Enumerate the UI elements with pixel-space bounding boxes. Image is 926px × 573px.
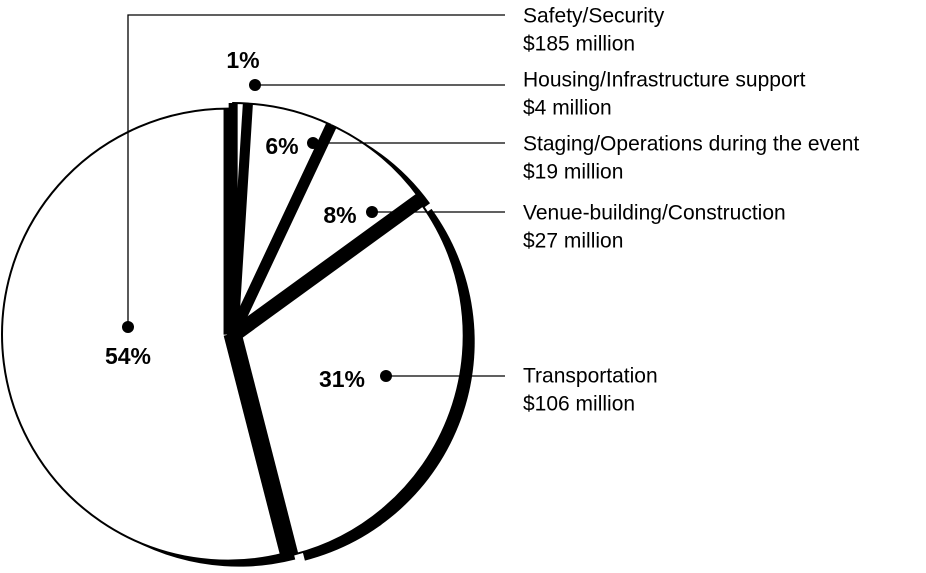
category-label: Safety/Security — [523, 5, 665, 28]
amount-label: $185 million — [523, 33, 635, 56]
slice-edge — [233, 334, 299, 556]
label-dot — [122, 321, 134, 333]
label-dot — [249, 79, 261, 91]
slice-edge — [232, 123, 337, 333]
category-label: Staging/Operations during the event — [523, 133, 859, 156]
percent-label: 54% — [105, 343, 151, 369]
amount-label: $106 million — [523, 393, 635, 416]
leader-line — [127, 14, 505, 327]
label-dot — [307, 137, 319, 149]
category-label: Transportation — [523, 365, 658, 388]
category-label: Housing/Infrastructure support — [523, 69, 806, 92]
percent-label: 8% — [323, 202, 356, 228]
slice-edge — [223, 333, 289, 555]
slice-edge — [235, 199, 424, 340]
percent-label: 1% — [226, 47, 259, 73]
percent-label: 31% — [319, 366, 365, 392]
slice — [1, 107, 286, 562]
slice-edge — [229, 103, 253, 330]
category-label: Venue-building/Construction — [523, 202, 786, 225]
slice-layer — [1, 102, 465, 562]
amount-label: $27 million — [523, 230, 623, 253]
percent-label: 6% — [265, 133, 298, 159]
label-dot — [366, 206, 378, 218]
slice — [236, 201, 465, 556]
label-dot — [380, 370, 392, 382]
amount-label: $19 million — [523, 161, 623, 184]
slice-edge — [233, 193, 422, 334]
amount-label: $4 million — [523, 97, 612, 120]
label-layer: 54% Safety/Security $185 million 1% Housing/… — [105, 5, 859, 416]
